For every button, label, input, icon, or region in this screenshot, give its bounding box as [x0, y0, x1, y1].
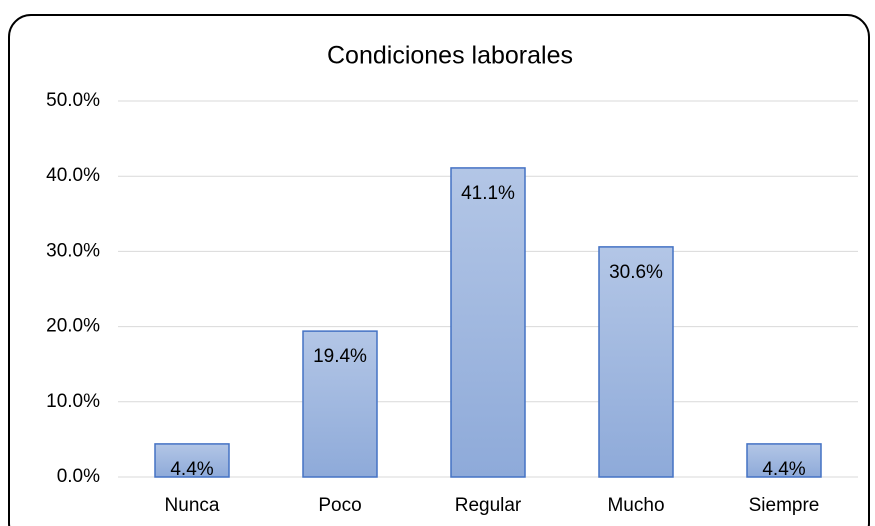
data-label: 4.4%: [762, 459, 805, 480]
x-tick-label: Mucho: [607, 495, 664, 516]
x-tick-label: Siempre: [749, 495, 820, 516]
y-tick-label: 50.0%: [46, 90, 100, 111]
y-tick-label: 10.0%: [46, 391, 100, 412]
y-tick-label: 20.0%: [46, 316, 100, 337]
y-tick-label: 0.0%: [57, 466, 100, 487]
chart-title: Condiciones laborales: [327, 42, 573, 70]
x-tick-label: Regular: [455, 495, 522, 516]
bar: [154, 443, 230, 478]
data-label: 30.6%: [609, 262, 663, 283]
y-tick-label: 30.0%: [46, 240, 100, 261]
bar: [598, 246, 674, 478]
data-label: 41.1%: [461, 183, 515, 204]
data-label: 4.4%: [170, 459, 213, 480]
bar: [450, 167, 526, 478]
y-tick-label: 40.0%: [46, 165, 100, 186]
x-tick-label: Nunca: [165, 495, 220, 516]
bar: [746, 443, 822, 478]
x-tick-label: Poco: [318, 495, 361, 516]
bar: [302, 330, 378, 478]
chart-frame: [8, 14, 870, 526]
data-label: 19.4%: [313, 346, 367, 367]
